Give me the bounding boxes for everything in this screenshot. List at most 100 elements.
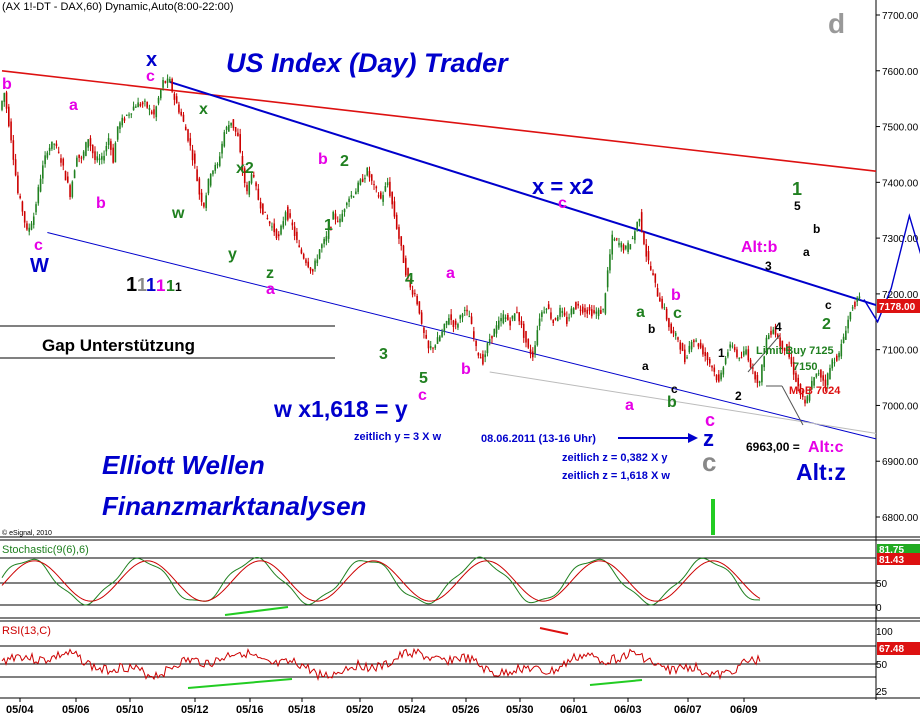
- mob-pointer-2: [781, 385, 804, 426]
- candle-body: [123, 118, 126, 121]
- wave-label: a: [803, 245, 810, 259]
- rsi-level-label: 25: [876, 687, 888, 698]
- candle-body: [486, 343, 489, 354]
- candle-body: [820, 369, 822, 378]
- candle-body: [1, 100, 3, 110]
- candle-body: [488, 339, 491, 343]
- candle-body: [17, 175, 19, 194]
- candle-body: [568, 317, 570, 319]
- candle-body: [831, 359, 834, 369]
- candle-body: [693, 340, 695, 343]
- candle-body: [695, 340, 697, 342]
- candle-body: [116, 126, 119, 140]
- alt-b-label: Alt:b: [741, 239, 778, 256]
- rsi-level-label: 50: [876, 660, 888, 671]
- candle-body: [815, 373, 818, 377]
- candle-body: [37, 187, 40, 204]
- candle-body: [702, 345, 704, 355]
- price-tick-label: 6900.00: [882, 457, 919, 468]
- candle-body: [588, 306, 591, 311]
- alt-c-value: 6963,00 =: [746, 440, 800, 454]
- candle-body: [135, 106, 137, 108]
- candle-body: [305, 259, 307, 264]
- candle-body: [200, 192, 203, 202]
- candle-body: [718, 374, 720, 382]
- candle-body: [314, 260, 316, 269]
- degree-mark: 1: [126, 274, 137, 296]
- candle-body: [688, 345, 691, 353]
- candle-body: [563, 312, 566, 316]
- candle-body: [817, 373, 820, 375]
- candle-body: [663, 307, 666, 309]
- candle-body: [287, 206, 289, 220]
- candle-body: [175, 96, 178, 104]
- trendlines: [1, 69, 877, 440]
- candle-body: [731, 345, 734, 347]
- stochastic-title: Stochastic(9(6),6): [2, 544, 89, 556]
- wave-label: 1: [792, 179, 802, 199]
- date-tick-label: 06/09: [730, 704, 758, 716]
- candle-body: [436, 337, 439, 344]
- candle-body: [282, 221, 285, 228]
- candle-body: [590, 309, 593, 317]
- candle-body: [82, 151, 85, 159]
- candle-body: [28, 227, 31, 232]
- candle-body: [463, 309, 466, 311]
- wave-label: a: [69, 97, 78, 114]
- wave-label: 3: [379, 346, 388, 363]
- candle-body: [584, 308, 586, 313]
- wave-label: z: [266, 265, 274, 282]
- candle-body: [255, 182, 257, 187]
- rsi-level-label: 100: [876, 627, 893, 638]
- candle-body: [55, 143, 58, 146]
- wave-label: c: [146, 68, 155, 85]
- candle-body: [797, 377, 800, 387]
- wave-label: c: [705, 410, 715, 430]
- rsi-divergence-line-red: [539, 627, 569, 635]
- candle-body: [205, 195, 207, 209]
- candle-body: [162, 80, 164, 88]
- candle-body: [597, 309, 600, 316]
- chart-header: (AX 1!-DT - DAX,60) Dynamic,Auto(8:00-22…: [2, 1, 234, 13]
- candle-body: [634, 231, 636, 241]
- candle-body: [452, 320, 455, 328]
- stoch-divergence-line: [224, 606, 289, 616]
- stoch-k-value: 81.75: [879, 545, 904, 556]
- degree-mark: 1: [156, 276, 165, 295]
- candle-body: [454, 320, 457, 325]
- candle-body: [581, 306, 584, 313]
- wave-label: 2: [822, 316, 831, 333]
- candle-body: [824, 379, 827, 387]
- candle-body: [532, 351, 534, 358]
- candle-body: [711, 365, 713, 368]
- rsi-line: [1, 647, 761, 682]
- candle-body: [407, 268, 409, 278]
- candle-body: [237, 132, 239, 137]
- candle-body: [203, 202, 205, 207]
- candle-body: [173, 93, 176, 100]
- candle-body: [647, 251, 650, 261]
- candle-body: [273, 223, 276, 233]
- candle-body: [572, 308, 575, 314]
- candle-body: [495, 325, 498, 334]
- candle-body: [770, 330, 772, 335]
- candle-body: [336, 220, 339, 222]
- candle-body: [556, 316, 559, 322]
- candle-body: [529, 349, 532, 355]
- candle-body: [355, 191, 357, 195]
- candle-body: [774, 326, 777, 335]
- candle-body: [665, 308, 668, 320]
- candle-body: [808, 393, 811, 401]
- candle-body: [668, 318, 670, 328]
- degree-mark: 1: [137, 275, 147, 295]
- candle-body: [214, 164, 217, 171]
- candle-body: [389, 181, 391, 196]
- candle-body: [649, 265, 652, 270]
- wave-label: 5: [794, 199, 801, 213]
- candle-body: [252, 175, 255, 177]
- candle-body: [357, 182, 359, 192]
- candle-body: [745, 349, 747, 355]
- candle-body: [78, 154, 80, 158]
- candle-body: [343, 209, 346, 213]
